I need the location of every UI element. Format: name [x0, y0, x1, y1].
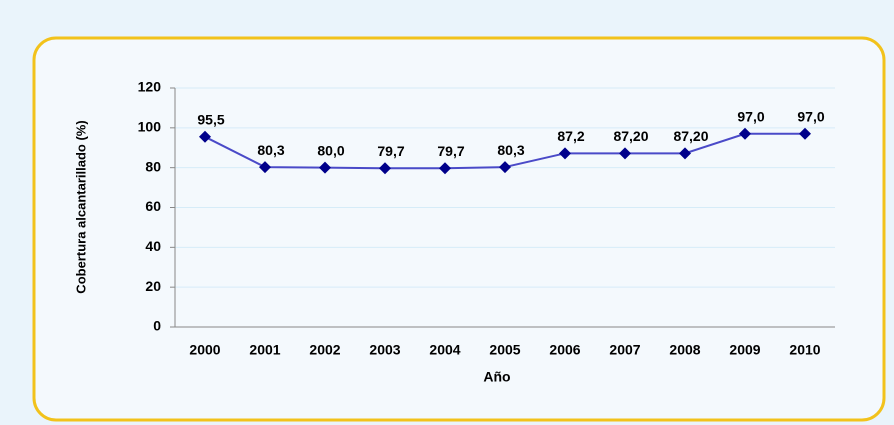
marker [319, 161, 331, 174]
data-label: 87,20 [673, 128, 708, 144]
x-tick-label: 2005 [489, 342, 520, 358]
x-tick-label: 2002 [309, 342, 340, 358]
data-label: 79,7 [437, 143, 464, 159]
y-tick-label: 0 [153, 318, 161, 334]
x-tick-label: 2009 [729, 342, 760, 358]
data-label: 79,7 [377, 143, 404, 159]
marker [199, 130, 211, 143]
y-tick-label: 80 [145, 158, 161, 174]
marker [799, 127, 811, 140]
data-label: 87,20 [613, 128, 648, 144]
marker [739, 127, 751, 140]
data-label: 80,0 [317, 142, 344, 158]
y-tick-label: 20 [145, 278, 161, 294]
x-tick-label: 2008 [669, 342, 700, 358]
data-label: 97,0 [737, 109, 764, 125]
marker [559, 147, 571, 160]
x-tick-label: 2007 [609, 342, 640, 358]
marker [439, 162, 451, 175]
marker [259, 161, 271, 174]
x-tick-label: 2004 [429, 342, 460, 358]
data-label: 80,3 [497, 142, 524, 158]
marker [619, 147, 631, 160]
data-label: 95,5 [197, 111, 224, 127]
x-tick-label: 2010 [789, 342, 820, 358]
marker [679, 147, 691, 160]
y-tick-label: 60 [145, 198, 161, 214]
data-label: 97,0 [797, 109, 824, 125]
x-tick-label: 2001 [249, 342, 280, 358]
marker [379, 162, 391, 175]
data-label: 80,3 [257, 142, 284, 158]
marker [499, 161, 511, 174]
x-tick-label: 2003 [369, 342, 400, 358]
x-tick-label: 2000 [189, 342, 220, 358]
x-axis-label: Año [483, 369, 510, 385]
y-tick-label: 120 [138, 79, 162, 95]
data-label: 87,2 [557, 128, 584, 144]
y-tick-label: 100 [138, 119, 162, 135]
chart-frame [32, 36, 886, 422]
y-axis-label: Cobertura alcantarillado (%) [73, 120, 88, 293]
y-tick-label: 40 [145, 238, 161, 254]
x-tick-label: 2006 [549, 342, 580, 358]
